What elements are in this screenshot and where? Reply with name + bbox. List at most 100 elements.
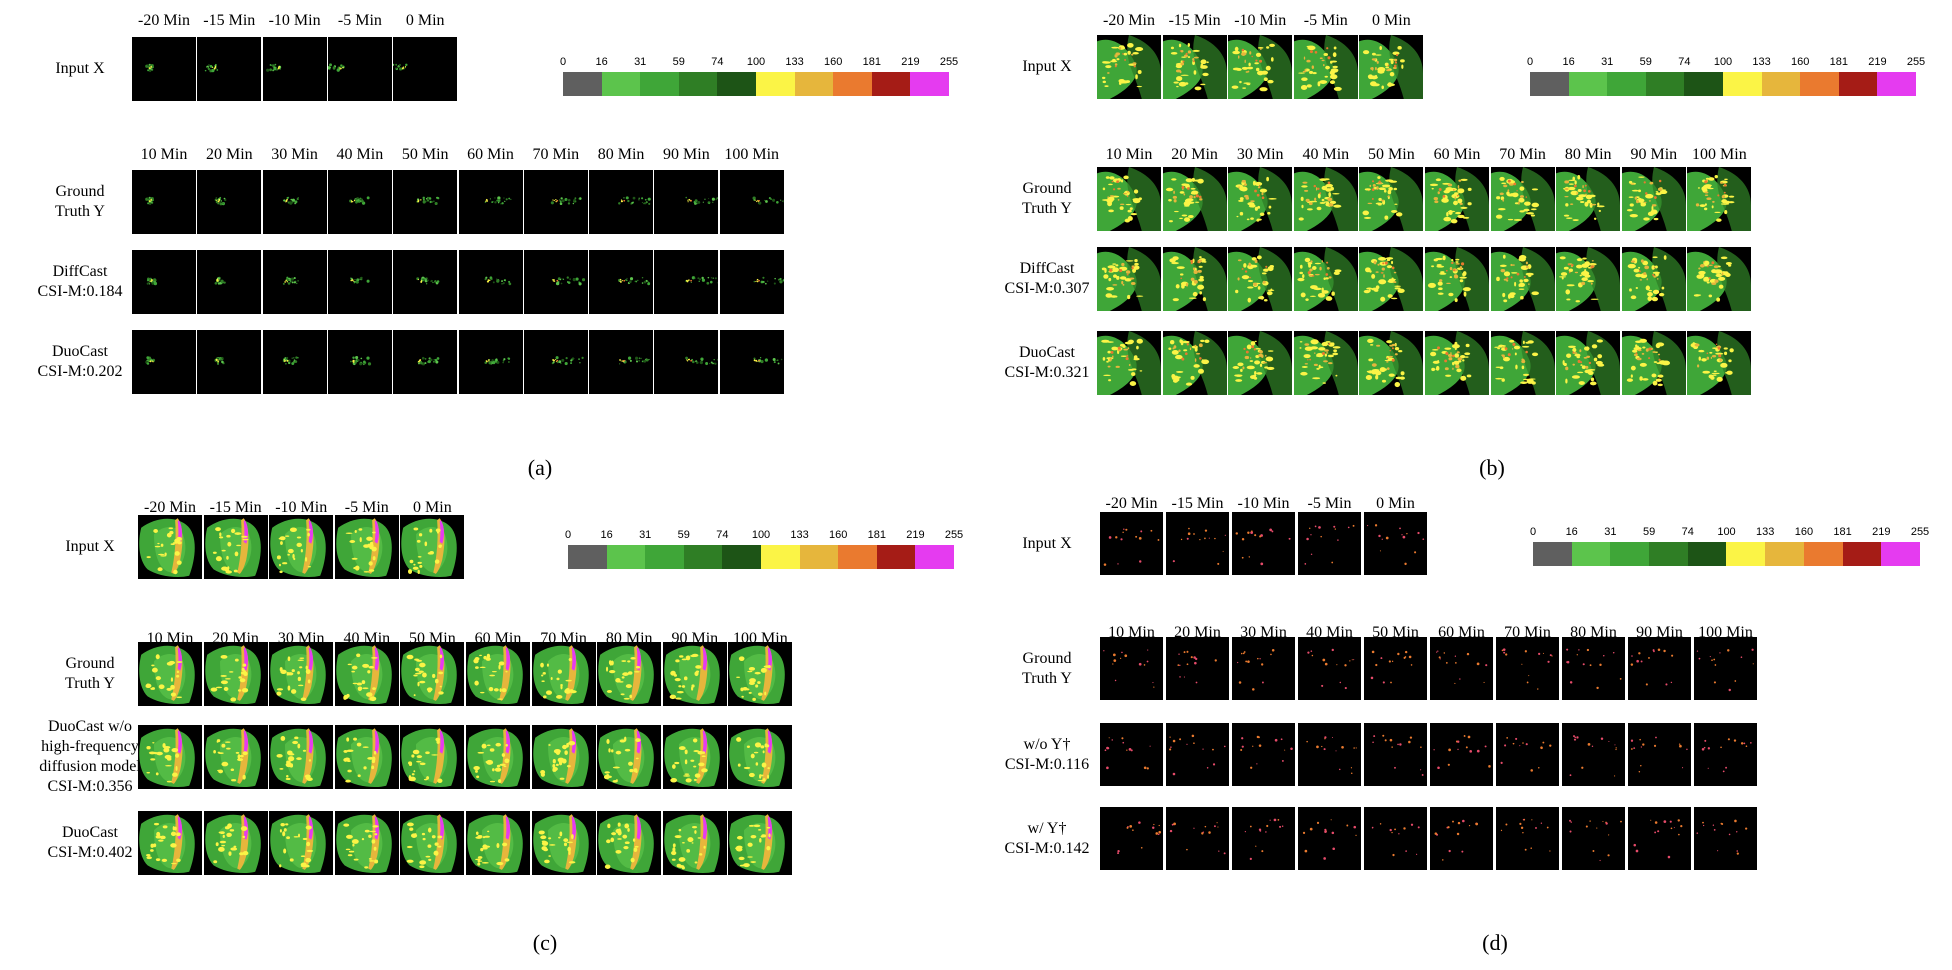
colorbar-swatch (1645, 72, 1685, 96)
output-time-label: 30 Min (1240, 624, 1287, 641)
colorbar-swatch (717, 72, 756, 96)
output-frame (1166, 637, 1229, 700)
output-frame (1556, 331, 1621, 395)
output-frame (262, 330, 327, 394)
colorbar-swatch (645, 545, 684, 569)
colorbar-swatch (601, 72, 641, 96)
output-frame (458, 330, 523, 394)
output-time-label: 30 Min (271, 146, 318, 163)
output-frame (458, 250, 523, 314)
output-frame (203, 811, 268, 875)
output-time-label: 100 Min (1692, 146, 1747, 163)
output-frame (132, 330, 196, 394)
output-frame (728, 811, 793, 875)
row-label: DuoCast w/o high-frequency diffusion mod… (39, 718, 141, 795)
colorbar-tick-label: 160 (824, 56, 843, 68)
input-time-label: -15 Min (209, 499, 262, 516)
output-time-label: 50 Min (1368, 146, 1415, 163)
output-frame (1298, 807, 1361, 870)
input-time-label: -10 Min (268, 12, 321, 29)
output-frame (132, 250, 196, 314)
output-frame (654, 170, 719, 234)
colorbar-tick-label: 255 (1910, 526, 1930, 538)
row-label-input: Input X (55, 60, 105, 77)
row-label-input: Input X (65, 538, 115, 555)
output-frame (334, 725, 399, 789)
output-frame (597, 725, 662, 789)
colorbar-tick-label: 16 (1565, 526, 1578, 538)
output-frame (719, 250, 784, 314)
colorbar-tick-label: 181 (862, 56, 881, 68)
output-frame (1628, 637, 1691, 700)
output-time-label: 20 Min (205, 146, 253, 163)
output-frame (1496, 637, 1559, 700)
output-frame (1562, 807, 1625, 870)
output-frame (1425, 247, 1489, 311)
output-frame (719, 170, 784, 234)
input-time-label: -15 Min (203, 12, 256, 29)
output-frame (138, 642, 202, 706)
colorbar-swatch (755, 72, 795, 96)
row-label: Ground Truth Y (1022, 180, 1072, 217)
output-frame (1097, 167, 1161, 231)
input-frame (334, 515, 399, 579)
output-frame (132, 170, 196, 234)
output-frame (1298, 637, 1361, 700)
colorbar-tick-label: 31 (1604, 526, 1617, 538)
colorbar-tick-label: 219 (1872, 526, 1891, 538)
colorbar-swatch (1803, 542, 1843, 566)
output-frame (269, 811, 334, 875)
input-frame (1166, 512, 1229, 575)
output-frame (1562, 723, 1625, 786)
colorbar-swatch (606, 545, 646, 569)
output-frame (1359, 247, 1424, 311)
output-time-label: 60 Min (467, 146, 514, 163)
colorbar-tick-label: 74 (1678, 56, 1691, 68)
colorbar-tick-label: 100 (1713, 56, 1733, 68)
colorbar-tick-label: 160 (1794, 526, 1814, 538)
output-frame (466, 725, 530, 789)
colorbar-tick-label: 219 (1868, 56, 1887, 68)
output-frame (1228, 331, 1293, 395)
input-time-label: -15 Min (1171, 495, 1224, 512)
output-frame (1628, 807, 1691, 870)
colorbar-swatch (1800, 72, 1839, 96)
input-frame (1293, 35, 1358, 99)
input-time-label: 0 Min (1372, 12, 1411, 29)
panel-caption: (b) (1479, 455, 1505, 480)
input-time-label: -5 Min (344, 499, 389, 516)
output-frame (1100, 637, 1163, 700)
output-frame (597, 811, 662, 875)
colorbar-swatch (1568, 72, 1608, 96)
output-frame (531, 642, 596, 706)
output-frame (400, 725, 465, 789)
input-frame (1359, 35, 1424, 99)
input-frame (132, 37, 196, 101)
output-frame (203, 642, 268, 706)
output-time-label: 100 Min (1698, 624, 1753, 641)
output-frame (1621, 167, 1686, 231)
output-time-label: 50 Min (401, 146, 449, 163)
output-frame (1694, 637, 1757, 700)
output-frame (269, 642, 334, 706)
colorbar-swatch (1571, 542, 1611, 566)
input-time-label: -5 Min (337, 12, 382, 29)
colorbar-tick-label: 100 (746, 56, 766, 68)
input-time-label: 0 Min (405, 12, 445, 29)
output-frame (1162, 167, 1227, 231)
output-time-label: 30 Min (1236, 146, 1284, 163)
colorbar-tick-label: 31 (634, 56, 647, 68)
colorbar-tick-label: 0 (1526, 56, 1534, 68)
output-frame (1162, 247, 1227, 311)
output-frame (1687, 331, 1752, 395)
output-frame (393, 170, 458, 234)
colorbar-swatch (1838, 72, 1878, 96)
output-frame (197, 330, 262, 394)
output-frame (1687, 167, 1752, 231)
output-frame (1621, 331, 1686, 395)
output-frame (1430, 807, 1493, 870)
output-frame (1228, 247, 1293, 311)
output-frame (1293, 331, 1358, 395)
output-frame (466, 811, 530, 875)
output-frame (728, 642, 793, 706)
